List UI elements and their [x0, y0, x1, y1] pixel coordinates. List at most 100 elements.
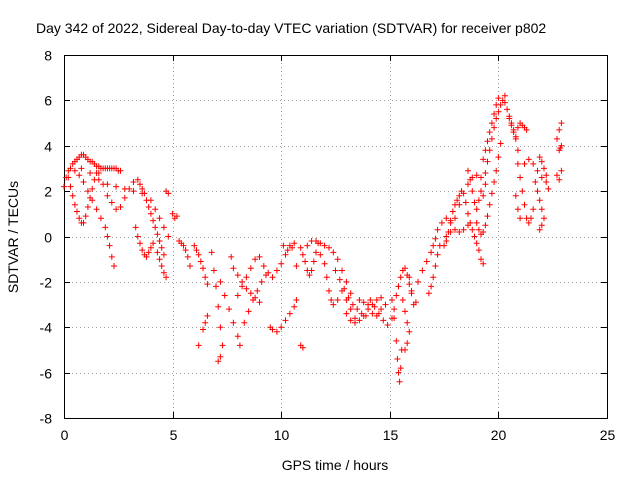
data-point: [69, 192, 76, 199]
data-point: [84, 204, 91, 210]
data-point: [339, 267, 345, 274]
plot-frame: [64, 55, 608, 419]
data-point: [191, 242, 198, 249]
data-point: [514, 147, 521, 154]
data-point: [558, 167, 565, 174]
data-point: [106, 242, 113, 249]
data-point: [228, 253, 235, 260]
data-point: [406, 281, 413, 288]
x-tick-label: 25: [600, 427, 616, 443]
data-point: [326, 287, 332, 294]
data-point: [371, 303, 378, 310]
data-point: [163, 274, 170, 281]
data-point: [443, 233, 450, 240]
data-point: [523, 126, 530, 133]
data-point: [473, 206, 480, 213]
data-point: [130, 188, 137, 195]
data-point: [525, 156, 532, 163]
data-point: [541, 165, 547, 172]
data-point: [369, 310, 376, 317]
data-point: [299, 344, 306, 351]
data-point: [554, 135, 560, 142]
data-point: [215, 358, 222, 365]
data-point: [269, 326, 276, 333]
data-point: [454, 197, 461, 204]
data-point: [291, 240, 298, 247]
data-point: [491, 111, 498, 117]
data-point: [354, 306, 361, 313]
data-point: [291, 303, 298, 310]
data-point: [408, 287, 415, 294]
data-point: [356, 297, 363, 303]
data-point: [236, 342, 243, 349]
data-point: [556, 126, 563, 133]
data-point: [482, 170, 489, 176]
data-point: [493, 101, 500, 108]
data-point: [217, 353, 224, 360]
data-point: [488, 135, 495, 142]
data-point: [378, 294, 385, 301]
data-point: [334, 297, 341, 303]
chart-title: Day 342 of 2022, Sidereal Day-to-day VTE…: [36, 20, 546, 36]
data-point: [480, 229, 487, 235]
data-point: [343, 278, 350, 285]
data-point: [521, 201, 528, 208]
data-point: [173, 213, 180, 220]
data-point: [284, 247, 291, 254]
data-point: [160, 224, 167, 231]
data-point: [488, 190, 495, 197]
data-point: [336, 276, 343, 283]
data-point: [491, 124, 498, 131]
data-point: [347, 317, 354, 324]
data-point: [356, 317, 363, 324]
data-point: [471, 233, 478, 240]
data-point: [449, 208, 456, 215]
data-point: [180, 242, 187, 249]
data-point: [517, 174, 524, 181]
data-point: [452, 215, 458, 222]
data-point: [473, 219, 480, 226]
data-point: [406, 328, 413, 335]
data-point: [208, 249, 215, 256]
data-point: [104, 181, 111, 188]
data-point: [71, 167, 78, 174]
data-point: [152, 224, 159, 231]
y-tick-label: -4: [40, 320, 53, 336]
data-point: [111, 263, 117, 269]
data-point: [260, 263, 267, 269]
data-point: [469, 188, 476, 195]
data-point: [512, 192, 519, 199]
data-point: [404, 340, 411, 347]
data-point: [219, 342, 226, 349]
data-point: [200, 326, 206, 333]
data-point: [478, 188, 484, 195]
data-point: [230, 265, 237, 272]
data-point: [74, 208, 80, 215]
data-point: [460, 226, 467, 233]
data-point: [158, 244, 165, 251]
data-point: [293, 297, 300, 303]
data-point: [402, 265, 408, 272]
data-point: [204, 312, 211, 319]
data-point: [234, 292, 241, 299]
data-point: [226, 306, 233, 313]
data-point: [137, 181, 143, 188]
data-point: [117, 204, 124, 210]
data-point: [473, 240, 480, 247]
data-point: [432, 235, 439, 242]
data-point: [76, 215, 83, 222]
data-series-p802: [61, 92, 565, 385]
data-point: [482, 147, 489, 154]
data-point: [438, 219, 445, 226]
data-point: [393, 337, 400, 344]
data-point: [150, 240, 157, 247]
data-point: [204, 281, 211, 288]
data-point: [508, 122, 515, 129]
data-point: [247, 265, 254, 272]
data-point: [514, 124, 521, 131]
data-point: [202, 319, 209, 326]
data-point: [480, 192, 487, 199]
data-point: [280, 242, 287, 249]
data-point: [514, 160, 521, 167]
data-point: [536, 154, 543, 161]
